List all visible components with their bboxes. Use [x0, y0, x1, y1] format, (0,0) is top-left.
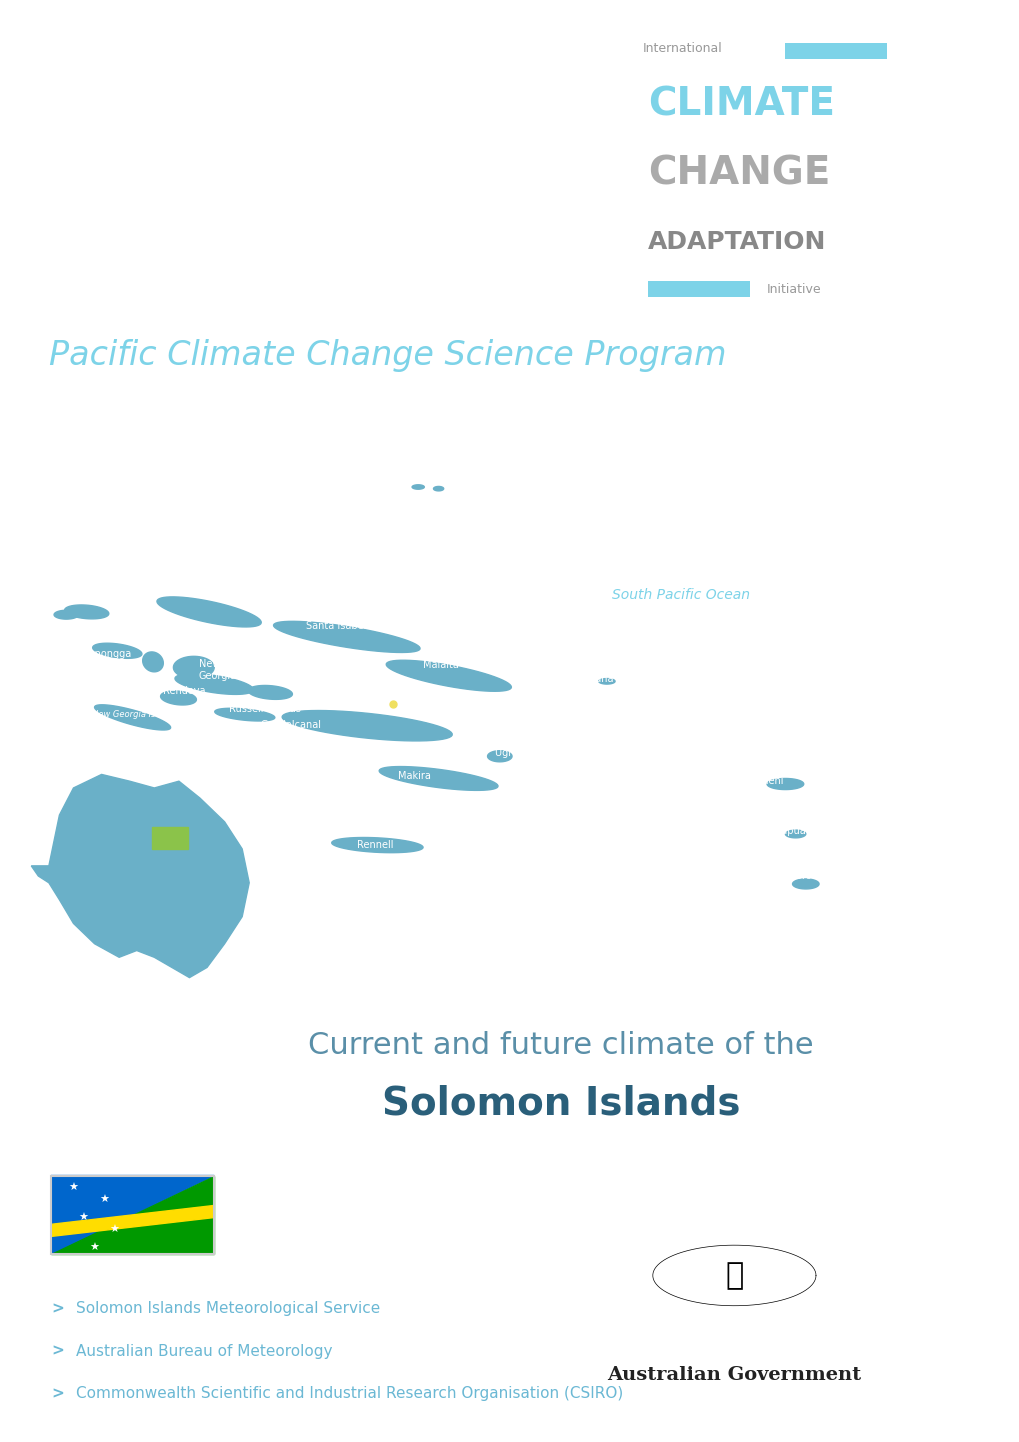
Polygon shape: [93, 643, 142, 659]
Polygon shape: [331, 838, 423, 852]
Text: Ontong Java Atoll: Ontong Java Atoll: [387, 473, 472, 483]
Polygon shape: [64, 606, 109, 619]
Text: ★: ★: [68, 1182, 78, 1193]
Polygon shape: [386, 660, 511, 691]
FancyBboxPatch shape: [647, 281, 749, 297]
Text: New Georgia Islands: New Georgia Islands: [92, 709, 177, 720]
Text: Makira: Makira: [397, 770, 430, 780]
Polygon shape: [95, 705, 170, 730]
Text: Guadalcanal: Guadalcanal: [260, 720, 321, 730]
Polygon shape: [157, 597, 261, 627]
Polygon shape: [54, 610, 78, 619]
Polygon shape: [51, 1175, 214, 1255]
Polygon shape: [51, 1175, 214, 1255]
Text: Ndeni: Ndeni: [754, 776, 783, 786]
Text: New
Georgia: New Georgia: [199, 659, 236, 681]
Polygon shape: [487, 751, 512, 761]
Text: Rennell: Rennell: [357, 841, 393, 851]
Text: Santa Isabel: Santa Isabel: [306, 622, 366, 630]
Text: >: >: [51, 1386, 64, 1402]
Text: >: >: [51, 1344, 64, 1358]
Text: Pacific Climate Change Science Program: Pacific Climate Change Science Program: [49, 339, 726, 372]
Text: Australian Bureau of Meteorology: Australian Bureau of Meteorology: [76, 1344, 332, 1358]
Polygon shape: [175, 673, 253, 695]
Text: ADAPTATION: ADAPTATION: [647, 231, 825, 254]
Text: Initiative: Initiative: [766, 283, 821, 296]
Text: ★: ★: [109, 1226, 119, 1234]
Text: Choiseul: Choiseul: [199, 583, 240, 591]
Text: ★: ★: [89, 1243, 99, 1253]
Polygon shape: [248, 685, 292, 699]
Polygon shape: [273, 622, 420, 652]
Text: Kolombangara: Kolombangara: [178, 646, 249, 656]
Polygon shape: [173, 656, 214, 679]
Text: Vanikoro Is.: Vanikoro Is.: [769, 871, 825, 881]
Text: Ranongga: Ranongga: [82, 649, 130, 659]
Polygon shape: [792, 880, 818, 888]
Text: Malaita: Malaita: [423, 659, 459, 669]
Text: Ugi I.: Ugi I.: [494, 748, 520, 758]
Text: Shortland
Islands: Shortland Islands: [38, 581, 85, 603]
Text: Commonwealth Scientific and Industrial Research Organisation (CSIRO): Commonwealth Scientific and Industrial R…: [76, 1386, 624, 1402]
Polygon shape: [143, 652, 163, 672]
Text: Solomon Islands: Solomon Islands: [381, 1084, 740, 1122]
Polygon shape: [785, 831, 805, 838]
Text: Vella Lavella: Vella Lavella: [92, 632, 153, 642]
FancyBboxPatch shape: [152, 826, 189, 849]
Text: . Sikaiana Atoll: . Sikaiana Atoll: [566, 673, 638, 684]
Text: >: >: [51, 1301, 64, 1317]
Polygon shape: [32, 774, 249, 978]
Text: Rendova: Rendova: [163, 686, 206, 695]
Polygon shape: [598, 679, 614, 684]
FancyBboxPatch shape: [785, 43, 887, 59]
Polygon shape: [766, 779, 803, 790]
Text: HONIARA: HONIARA: [408, 698, 465, 708]
Text: Current and future climate of the: Current and future climate of the: [308, 1031, 813, 1060]
Text: Utupua >: Utupua >: [769, 826, 816, 836]
Polygon shape: [51, 1206, 214, 1236]
Polygon shape: [379, 767, 497, 790]
Text: ★: ★: [99, 1195, 109, 1204]
Text: CLIMATE: CLIMATE: [647, 87, 834, 124]
Polygon shape: [433, 486, 443, 490]
Text: 🦘: 🦘: [725, 1260, 743, 1291]
Text: ★: ★: [78, 1213, 89, 1223]
Text: Russell Islands: Russell Islands: [229, 704, 301, 714]
Polygon shape: [160, 691, 197, 705]
Text: International: International: [642, 42, 721, 55]
Polygon shape: [412, 485, 424, 489]
Text: Solomon Islands Meteorological Service: Solomon Islands Meteorological Service: [76, 1301, 380, 1317]
Text: CHANGE: CHANGE: [647, 154, 829, 193]
Polygon shape: [282, 711, 451, 741]
Text: Australian Government: Australian Government: [606, 1367, 861, 1384]
Text: Vangunu: Vangunu: [260, 673, 303, 684]
Text: South Pacific Ocean: South Pacific Ocean: [611, 588, 749, 603]
Text: Solomon Sea: Solomon Sea: [102, 789, 193, 802]
Polygon shape: [215, 708, 274, 721]
